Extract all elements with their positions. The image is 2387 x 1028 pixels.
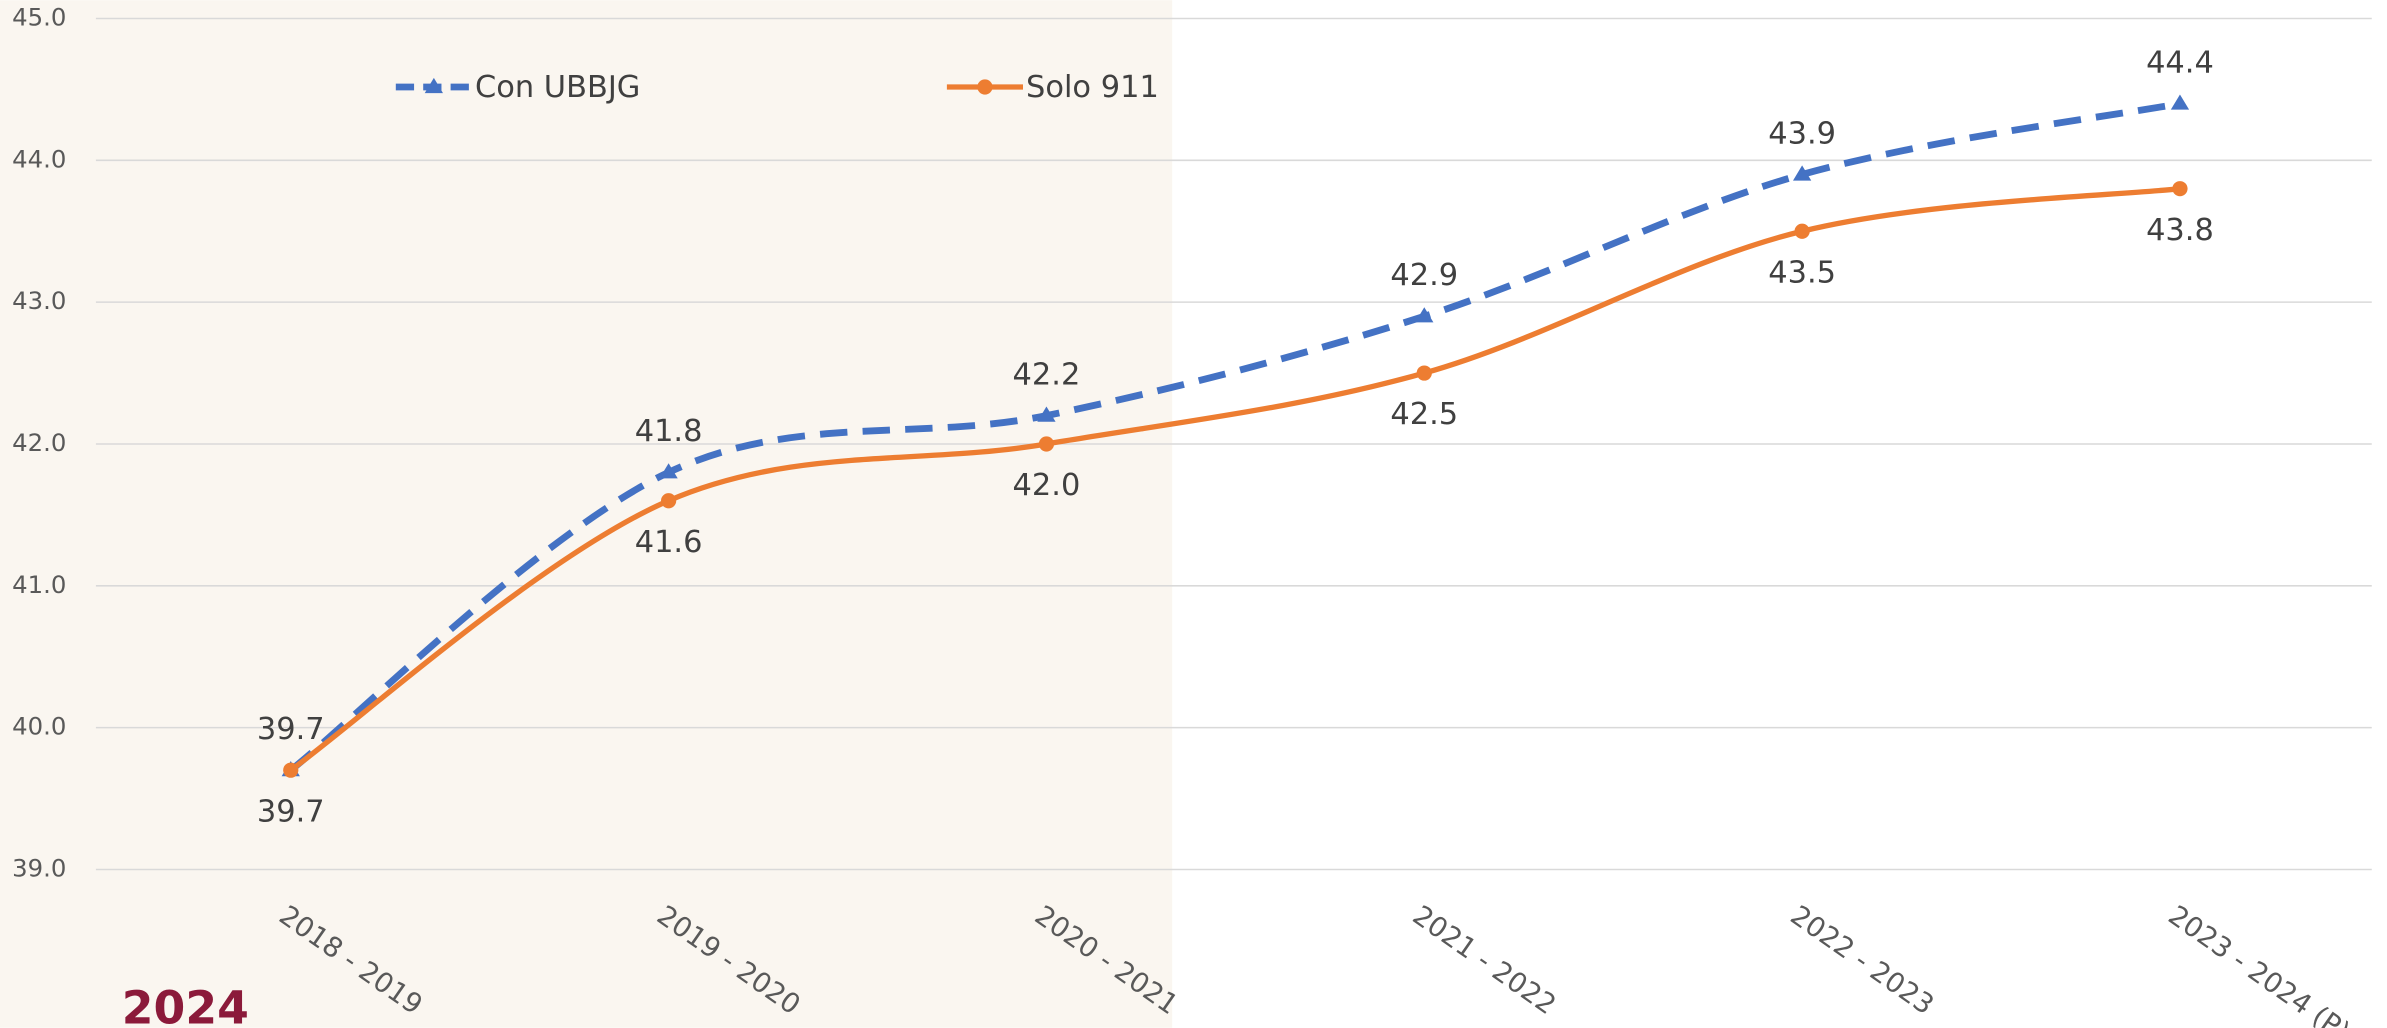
chart: 2024 39.040.041.042.043.044.045.02018 - …: [0, 0, 2387, 1028]
data-point: [1417, 365, 1432, 380]
y-tick-label: 42.0: [12, 428, 66, 457]
data-label: 42.5: [1390, 397, 1458, 432]
data-label: 43.5: [1768, 255, 1836, 290]
data-point: [283, 763, 298, 778]
data-point: [1039, 436, 1054, 451]
data-label: 42.9: [1390, 258, 1458, 293]
y-tick-label: 43.0: [12, 286, 66, 315]
legend-label: Con UBBJG: [475, 70, 640, 105]
data-label: 42.0: [1013, 468, 1081, 503]
y-tick-label: 40.0: [12, 712, 66, 741]
data-label: 41.6: [635, 525, 703, 560]
legend-marker: [977, 79, 992, 94]
data-label: 41.8: [635, 414, 703, 449]
legend-label: Solo 911: [1026, 70, 1159, 105]
data-point: [1795, 224, 1810, 239]
y-tick-label: 41.0: [12, 570, 66, 599]
y-tick-label: 39.0: [12, 853, 66, 882]
data-point: [2172, 181, 2187, 196]
data-label: 39.7: [257, 794, 325, 829]
y-tick-label: 44.0: [12, 144, 66, 173]
data-point: [661, 493, 676, 508]
data-label: 39.7: [257, 712, 325, 747]
logo-text: 2024: [122, 982, 249, 1028]
background-pattern: [0, 0, 1172, 1028]
data-label: 44.4: [2146, 46, 2214, 81]
data-label: 43.9: [1768, 116, 1836, 151]
data-label: 43.8: [2146, 213, 2214, 248]
data-label: 42.2: [1013, 358, 1081, 393]
page: 2024 39.040.041.042.043.044.045.02018 - …: [0, 0, 2387, 1028]
y-tick-label: 45.0: [12, 2, 66, 31]
